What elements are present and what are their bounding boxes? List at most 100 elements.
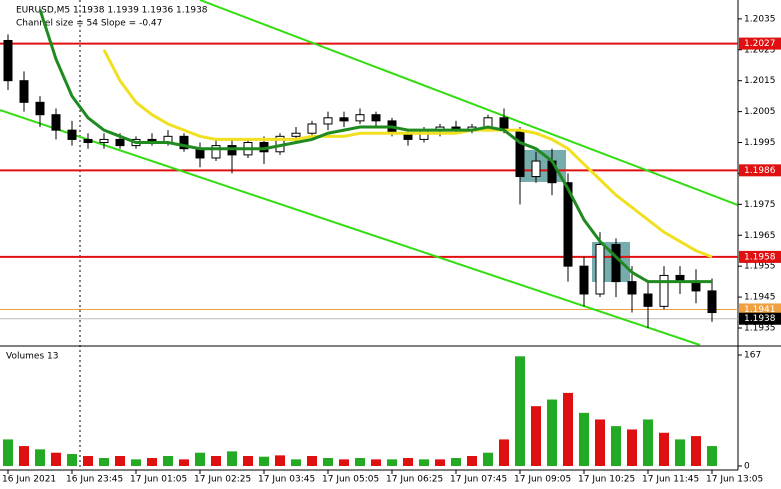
chart-title: EURUSD,M5 1.1938 1.1939 1.1936 1.1938 (16, 6, 208, 16)
candle-body (291, 132, 301, 137)
volume-bar (563, 392, 573, 466)
volume-bar (483, 452, 493, 466)
volume-bar (211, 456, 221, 466)
channel-line (199, 0, 738, 206)
x-tick-label: 17 Jun 09:05 (514, 475, 571, 485)
candle-body (19, 80, 29, 103)
volume-bar (323, 458, 333, 466)
volume-bar (227, 451, 237, 466)
candle-body (371, 114, 381, 122)
candle-body (659, 274, 669, 307)
volume-bar (339, 459, 349, 466)
volume-bar (643, 419, 653, 466)
candle-body (707, 290, 717, 314)
volume-bar (675, 439, 685, 466)
volume-bar (467, 456, 477, 466)
y-tick-label: 1.2015 (744, 76, 776, 86)
volume-bar (51, 452, 61, 466)
y-tick-label: 1.2005 (744, 107, 776, 117)
level-label-box (739, 164, 781, 177)
candle-body (115, 138, 125, 147)
x-tick-label: 17 Jun 10:25 (578, 475, 635, 485)
volume-bar (435, 459, 445, 466)
level-label: 1.2027 (744, 39, 776, 49)
candle-body (355, 114, 365, 122)
candle-body (563, 182, 573, 267)
candle-body (3, 39, 13, 82)
x-tick-label: 17 Jun 05:05 (322, 475, 379, 485)
volume-bar (707, 446, 717, 466)
volume-bar (403, 458, 413, 466)
volume-bar (19, 446, 29, 466)
candle-body (51, 114, 61, 131)
y-tick-label: 1.2035 (744, 14, 776, 24)
y-tick-label: 1.1975 (744, 200, 776, 210)
volume-label: Volumes 13 (6, 352, 58, 362)
volume-bar (627, 429, 637, 466)
volume-bar (291, 459, 301, 466)
x-tick-label: 17 Jun 11:45 (642, 475, 699, 485)
volume-bar (387, 459, 397, 466)
volume-bar (131, 459, 141, 466)
candle-body (307, 123, 317, 134)
y-tick-label: 167 (744, 351, 761, 361)
level-label-box (739, 303, 781, 316)
volume-bar (547, 399, 557, 466)
volume-bar (451, 458, 461, 466)
volume-bar (163, 456, 173, 466)
volume-bar (659, 432, 669, 466)
volume-bar (579, 412, 589, 466)
volume-bar (83, 456, 93, 466)
channel-line (0, 109, 701, 346)
volume-bar (243, 456, 253, 466)
candle-body (67, 129, 77, 140)
volume-bar (115, 456, 125, 466)
volume-bar (307, 456, 317, 466)
volume-bar (195, 452, 205, 466)
y-tick-label: 1.2025 (744, 45, 776, 55)
candle-body (35, 101, 45, 116)
volume-bar (515, 356, 525, 466)
x-tick-label: 17 Jun 07:45 (450, 475, 507, 485)
candle-body (643, 293, 653, 307)
volume-bar (355, 458, 365, 466)
volume-bar (67, 454, 77, 466)
y-tick-label: 1.1965 (744, 231, 776, 241)
candle-body (579, 265, 589, 295)
candle-body (627, 281, 637, 295)
volume-bar (259, 456, 269, 466)
volume-bar (3, 439, 13, 466)
candle-body (99, 138, 109, 144)
bid-label: 1.1938 (744, 314, 776, 324)
volume-bar (611, 426, 621, 466)
candle-body (515, 129, 525, 178)
volume-bar (691, 436, 701, 466)
y-tick-label: 1.1935 (744, 323, 776, 333)
volume-bar (35, 449, 45, 466)
volume-bar (419, 459, 429, 466)
level-label: 1.1941 (744, 305, 776, 315)
volume-bar (179, 459, 189, 466)
volume-bar (99, 458, 109, 466)
candle-body (83, 138, 93, 144)
chart-subtitle: Channel size = 54 Slope = -0.47 (16, 19, 162, 29)
volume-bar (595, 419, 605, 466)
y-tick-label: 1.1995 (744, 138, 776, 148)
candle-body (211, 145, 221, 159)
candle-body (611, 244, 621, 283)
y-tick-label: 1.1955 (744, 262, 776, 272)
bid-label-box (739, 312, 781, 325)
candle-body (179, 135, 189, 150)
moving-average (38, 9, 712, 284)
candle-body (227, 145, 237, 156)
moving-average (102, 49, 713, 259)
x-tick-label: 17 Jun 13:05 (706, 475, 763, 485)
x-tick-label: 17 Jun 02:25 (194, 475, 251, 485)
y-tick-label: 0 (744, 462, 750, 472)
x-tick-label: 17 Jun 03:45 (258, 475, 315, 485)
level-label: 1.1986 (744, 166, 776, 176)
level-label-box (739, 37, 781, 50)
candle-body (531, 160, 541, 178)
